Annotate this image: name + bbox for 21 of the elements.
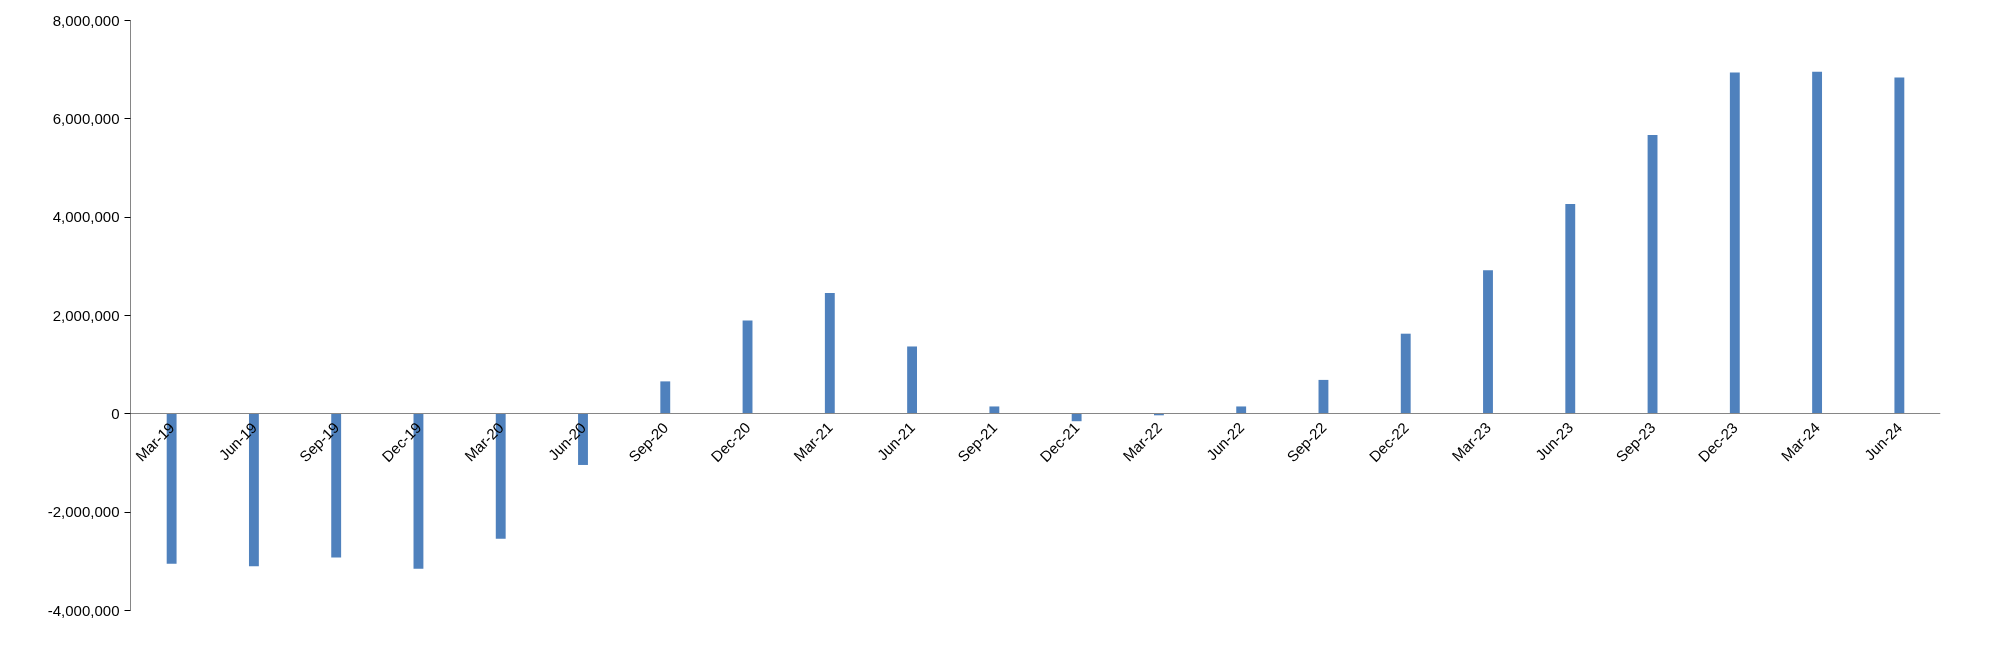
y-tick-label: -2,000,000 bbox=[47, 503, 120, 521]
bar bbox=[1565, 203, 1576, 414]
y-tick-label: 6,000,000 bbox=[52, 109, 120, 127]
bar bbox=[1236, 406, 1247, 414]
y-tick-label: -4,000,000 bbox=[47, 601, 120, 619]
y-tick-label: 0 bbox=[111, 404, 120, 422]
bar bbox=[1647, 135, 1658, 414]
y-tick-label: 2,000,000 bbox=[52, 306, 120, 324]
bar bbox=[1483, 270, 1493, 414]
bar bbox=[1812, 71, 1823, 414]
bar bbox=[824, 292, 835, 414]
y-tick-label: 8,000,000 bbox=[52, 11, 120, 29]
bar bbox=[1894, 77, 1905, 414]
bar bbox=[1400, 333, 1411, 414]
bar bbox=[907, 346, 918, 414]
bar bbox=[989, 406, 1000, 414]
bar bbox=[742, 320, 753, 414]
y-tick-label: 4,000,000 bbox=[52, 208, 120, 226]
bar bbox=[1071, 413, 1082, 422]
bar bbox=[1729, 72, 1740, 414]
bar bbox=[660, 381, 671, 414]
